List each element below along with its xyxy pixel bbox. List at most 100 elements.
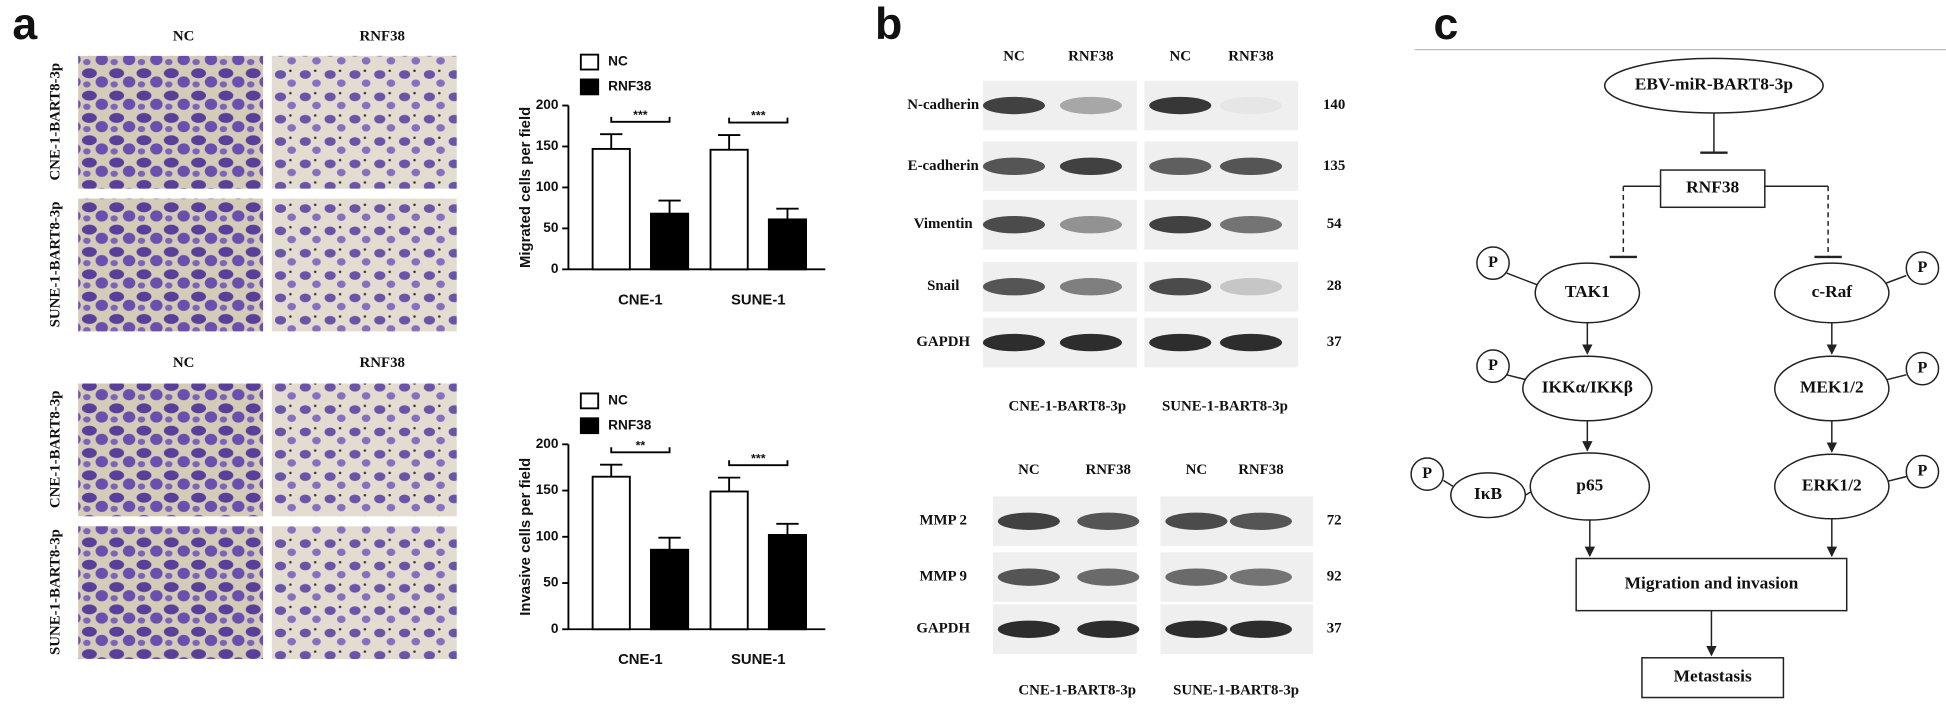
node-label: IκB (1474, 484, 1502, 503)
pathway-node (1529, 452, 1651, 521)
lane-label: NC (1186, 462, 1208, 478)
x-tick-label: CNE-1 (618, 292, 663, 308)
kda-label: 37 (1327, 621, 1342, 637)
y-tick-label: 50 (543, 575, 559, 590)
phospho-marker (1905, 351, 1940, 386)
blot-band (1059, 96, 1122, 115)
connector (1506, 272, 1540, 287)
y-tick-label: 0 (551, 621, 559, 636)
micrograph (271, 55, 457, 189)
blot-band (1229, 512, 1292, 530)
kda-label: 140 (1323, 97, 1345, 113)
significance-label: *** (751, 109, 766, 123)
legend-label: RNF38 (608, 79, 652, 94)
blot-band (1149, 96, 1212, 115)
blot-band (982, 157, 1045, 176)
pathway-node (1522, 355, 1653, 422)
y-tick-label: 100 (536, 179, 559, 194)
pathway-node (1773, 453, 1890, 520)
protein-label: E-cadherin (908, 158, 980, 174)
kda-label: 37 (1327, 334, 1342, 350)
phospho-marker (1905, 454, 1940, 489)
blot-band (982, 278, 1045, 296)
kda-label: 72 (1327, 513, 1342, 529)
pathway-box (1575, 557, 1848, 612)
connector (1886, 475, 1907, 483)
y-axis-label: Migrated cells per field (518, 107, 534, 268)
cell-line-label: SUNE-1-BART8-3p (1173, 683, 1299, 699)
kda-label: 92 (1327, 569, 1342, 585)
pathway-box (1659, 169, 1766, 209)
bar (709, 148, 749, 271)
bar (767, 534, 808, 631)
y-tick-label: 0 (551, 261, 559, 276)
lane-label: RNF38 (1086, 462, 1131, 478)
phospho-label: P (1488, 254, 1498, 271)
micrograph (78, 55, 264, 189)
kda-label: 28 (1327, 278, 1342, 294)
phospho-marker (1476, 349, 1510, 384)
row-label: SUNE-1-BART8-3p (47, 529, 63, 655)
cell-line-label: CNE-1-BART8-3p (1008, 399, 1126, 415)
protein-label: MMP 2 (919, 513, 967, 529)
node-label: IKKα/IKKβ (1542, 377, 1633, 396)
pathway-node (1603, 57, 1824, 114)
row-label: CNE-1-BART8-3p (47, 63, 63, 181)
node-label: EBV-miR-BART8-3p (1635, 75, 1793, 94)
significance-label: *** (633, 108, 648, 122)
pathway-node (1773, 262, 1890, 324)
y-tick-label: 100 (536, 528, 559, 543)
row-label: SUNE-1-BART8-3p (47, 201, 63, 327)
blot-band (1219, 96, 1283, 115)
node-label: Migration and invasion (1625, 574, 1799, 593)
row-label: CNE-1-BART8-3p (47, 390, 63, 508)
micrograph (78, 383, 264, 517)
y-tick-label: 150 (536, 482, 559, 497)
blot-band (982, 96, 1045, 115)
blot-band (1165, 620, 1228, 638)
legend-label: NC (608, 393, 628, 408)
bar (709, 490, 749, 631)
kda-label: 54 (1327, 216, 1342, 232)
node-label: Metastasis (1674, 667, 1752, 686)
phospho-label: P (1488, 357, 1498, 374)
bar (591, 148, 631, 271)
blot-band (1149, 157, 1212, 176)
blot-band (1149, 278, 1212, 296)
y-tick-label: 50 (543, 220, 559, 235)
significance-bracket (610, 447, 671, 454)
blot-band (1229, 620, 1292, 638)
lane-label: NC (1170, 49, 1191, 65)
blot-band (1149, 333, 1212, 352)
blot-band (1165, 568, 1228, 586)
blot-band (1219, 333, 1283, 352)
phospho-label: P (1917, 259, 1927, 276)
x-tick-label: CNE-1 (618, 652, 663, 668)
lane-label: NC (1018, 462, 1040, 478)
pathway-node (1450, 472, 1527, 519)
legend-label: RNF38 (608, 417, 652, 432)
panel-label: c (1433, 0, 1458, 49)
connector (1442, 479, 1454, 488)
lane-label: RNF38 (1068, 49, 1113, 65)
pathway-box (1641, 657, 1785, 699)
protein-label: GAPDH (916, 334, 970, 350)
blot-band (1219, 278, 1283, 296)
phospho-marker (1476, 246, 1510, 281)
lane-label: RNF38 (1238, 462, 1283, 478)
phospho-label: P (1917, 462, 1927, 479)
column-label: NC (173, 355, 195, 371)
lane-label: RNF38 (1228, 49, 1273, 65)
legend-swatch (579, 53, 600, 71)
blot-band (1077, 568, 1140, 586)
protein-label: N-cadherin (907, 97, 980, 113)
panel-label: a (12, 0, 38, 49)
cell-line-label: CNE-1-BART8-3p (1018, 683, 1136, 699)
micrograph (271, 198, 457, 332)
significance-bracket (728, 117, 789, 124)
cell-line-label: SUNE-1-BART8-3p (1162, 399, 1288, 415)
significance-label: *** (751, 451, 766, 465)
x-tick-label: SUNE-1 (731, 652, 786, 668)
micrograph (271, 526, 457, 660)
